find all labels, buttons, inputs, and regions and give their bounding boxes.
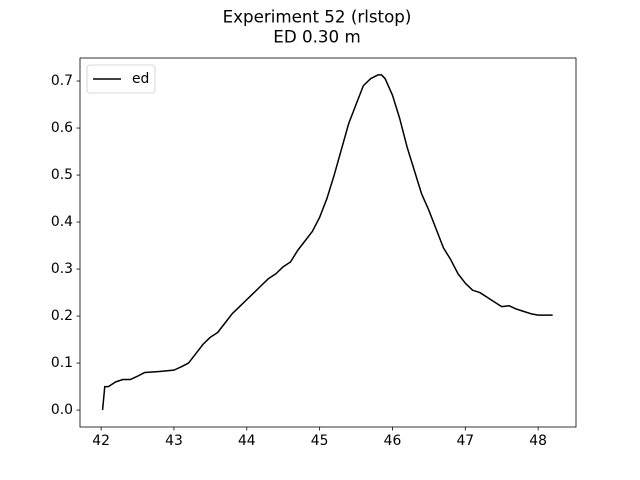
y-tick-label: 0.7 — [51, 73, 73, 89]
x-tick-label: 45 — [311, 433, 329, 449]
y-tick-label: 0.0 — [51, 402, 73, 418]
y-tick-label: 0.2 — [51, 308, 73, 324]
y-tick-label: 0.5 — [51, 167, 73, 183]
y-tick-label: 0.4 — [51, 214, 73, 230]
x-tick-label: 42 — [92, 433, 110, 449]
chart-title: Experiment 52 (rlstop) — [223, 7, 412, 27]
axes-frame — [79, 57, 577, 428]
legend-label: ed — [132, 71, 149, 87]
x-tick-label: 47 — [456, 433, 474, 449]
chart-subtitle: ED 0.30 m — [273, 27, 360, 47]
x-tick-label: 48 — [529, 433, 547, 449]
x-tick-label: 43 — [165, 433, 183, 449]
x-tick-label: 44 — [238, 433, 256, 449]
y-tick-label: 0.1 — [51, 355, 73, 371]
data-line — [101, 74, 553, 411]
y-tick-label: 0.6 — [51, 120, 73, 136]
x-tick-label: 46 — [384, 433, 402, 449]
y-tick-label: 0.3 — [51, 261, 73, 277]
